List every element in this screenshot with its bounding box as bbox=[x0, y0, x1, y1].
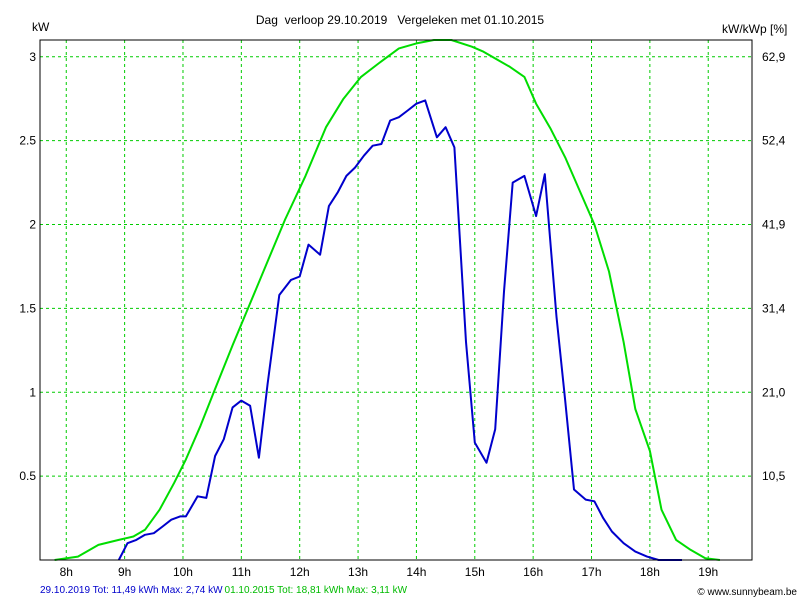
y-tick-label-left: 2 bbox=[29, 218, 36, 232]
plot-frame bbox=[39, 39, 753, 561]
x-tick-label: 17h bbox=[581, 565, 601, 579]
y-tick-label-left: 0.5 bbox=[19, 469, 36, 483]
copyright-text: © www.sunnybeam.be bbox=[697, 587, 797, 598]
y-tick-label-left: 2.5 bbox=[19, 134, 36, 148]
y-axis-label-left: kW bbox=[32, 20, 50, 34]
y-tick-label-right: 10,5 bbox=[762, 469, 786, 483]
x-tick-label: 9h bbox=[118, 565, 131, 579]
footer-legend: 29.10.2019 Tot: 11,49 kWh Max: 2,74 kW 01… bbox=[40, 585, 408, 596]
x-tick-label: 18h bbox=[640, 565, 660, 579]
x-tick-label: 14h bbox=[406, 565, 426, 579]
y-axis-label-right: kW/kWp [%] bbox=[722, 22, 787, 36]
x-tick-label: 8h bbox=[60, 565, 73, 579]
grid bbox=[40, 40, 752, 560]
y-tick-label-left: 1.5 bbox=[19, 301, 36, 315]
y-tick-label-right: 21,0 bbox=[762, 385, 786, 399]
y-tick-label-right: 31,4 bbox=[762, 301, 786, 315]
x-tick-label: 10h bbox=[173, 565, 193, 579]
legend-series-1: 29.10.2019 Tot: 11,49 kWh Max: 2,74 kW bbox=[40, 585, 223, 596]
series-line-1 bbox=[117, 99, 682, 561]
y-tick-label-left: 3 bbox=[29, 50, 36, 64]
y-tick-label-right: 62,9 bbox=[762, 50, 786, 64]
x-tick-label: 11h bbox=[232, 565, 251, 579]
x-tick-label: 16h bbox=[523, 565, 543, 579]
series-line-2 bbox=[54, 39, 721, 561]
x-tick-label: 15h bbox=[465, 565, 485, 579]
tick-labels: 8h 9h 10h 11h 12h 13h 14h 15h 16h 17h 18h 19h 0.5 1 1.… bbox=[19, 50, 785, 579]
legend-series-2: 01.10.2015 Tot: 18,81 kWh Max: 3,11 kW bbox=[225, 585, 408, 596]
x-tick-label: 12h bbox=[290, 565, 310, 579]
chart-title: Dag verloop 29.10.2019 Vergeleken met 01… bbox=[256, 13, 545, 27]
y-tick-label-right: 52,4 bbox=[762, 134, 786, 148]
y-tick-label-right: 41,9 bbox=[762, 218, 786, 232]
x-tick-label: 13h bbox=[348, 565, 368, 579]
y-tick-label-left: 1 bbox=[29, 385, 36, 399]
series-layer bbox=[54, 39, 721, 561]
x-tick-label: 19h bbox=[698, 565, 718, 579]
